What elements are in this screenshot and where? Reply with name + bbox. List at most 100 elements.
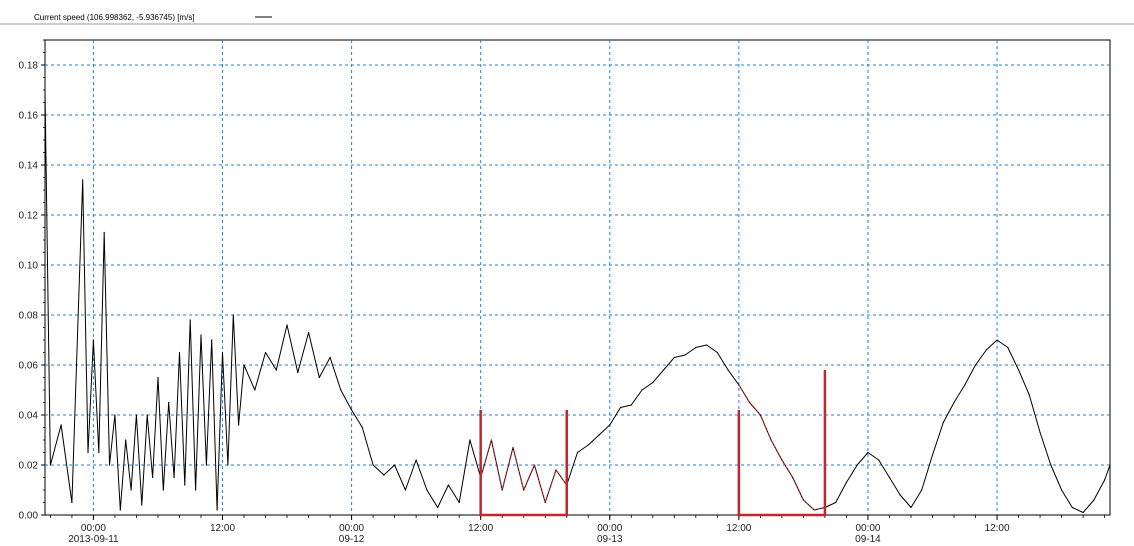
data-point bbox=[98, 451, 100, 454]
data-point bbox=[609, 424, 611, 426]
data-point bbox=[749, 401, 751, 404]
data-point bbox=[211, 339, 213, 341]
data-point bbox=[1104, 479, 1106, 481]
data-point bbox=[974, 364, 977, 366]
data-point bbox=[87, 451, 89, 454]
x-tick-label-date: 09-13 bbox=[597, 534, 623, 545]
plot-frame bbox=[44, 39, 1111, 516]
grid bbox=[45, 40, 1110, 515]
data-point bbox=[1071, 506, 1073, 509]
data-point bbox=[964, 384, 966, 386]
data-point bbox=[469, 439, 471, 441]
highlighted-series-segment bbox=[738, 384, 826, 511]
data-point bbox=[1109, 464, 1111, 466]
data-point bbox=[544, 501, 546, 504]
data-point bbox=[60, 424, 62, 426]
data-point bbox=[727, 369, 729, 371]
y-tick-label: 0.00 bbox=[19, 511, 39, 522]
data-point bbox=[910, 506, 912, 509]
data-point bbox=[130, 489, 132, 491]
x-tick-label-time: 00:00 bbox=[855, 523, 880, 534]
data-point bbox=[996, 339, 998, 341]
data-point bbox=[781, 459, 783, 461]
data-point bbox=[404, 489, 406, 491]
data-point bbox=[71, 501, 73, 504]
data-point bbox=[361, 426, 363, 429]
y-tick-label: 0.06 bbox=[19, 361, 39, 372]
data-point bbox=[641, 389, 643, 391]
x-tick-label-time: 00:00 bbox=[81, 523, 106, 534]
x-tick-label-date: 09-12 bbox=[339, 534, 365, 545]
data-point bbox=[232, 314, 234, 316]
data-point bbox=[125, 439, 127, 441]
data-point bbox=[437, 506, 439, 509]
data-point bbox=[447, 484, 450, 486]
highlight-box bbox=[737, 370, 827, 517]
data-point bbox=[372, 464, 374, 466]
data-point bbox=[619, 406, 622, 409]
data-point bbox=[1017, 369, 1020, 371]
series-layer bbox=[44, 89, 1111, 514]
data-point bbox=[1082, 511, 1084, 514]
x-tick-label-time: 12:00 bbox=[985, 523, 1010, 534]
x-tick-label-time: 00:00 bbox=[339, 523, 364, 534]
x-tick-label-time: 12:00 bbox=[210, 523, 235, 534]
data-point bbox=[205, 464, 207, 466]
data-point bbox=[227, 464, 229, 466]
data-point bbox=[835, 501, 837, 504]
data-point bbox=[652, 381, 654, 384]
highlight-box bbox=[479, 410, 568, 517]
data-point bbox=[630, 404, 632, 406]
data-point bbox=[931, 454, 934, 456]
data-point bbox=[162, 489, 164, 491]
data-point bbox=[350, 409, 353, 411]
data-point bbox=[953, 401, 955, 404]
data-point bbox=[888, 476, 891, 479]
data-point bbox=[264, 351, 267, 354]
data-point bbox=[845, 481, 848, 484]
y-tick-label: 0.04 bbox=[19, 411, 39, 422]
data-point bbox=[195, 489, 197, 491]
data-point bbox=[899, 494, 901, 496]
y-tick-label: 0.10 bbox=[19, 261, 39, 272]
data-point bbox=[178, 351, 181, 354]
data-point bbox=[119, 509, 121, 511]
y-tick-label: 0.12 bbox=[19, 211, 39, 222]
x-tick-label-time: 12:00 bbox=[726, 523, 751, 534]
data-point bbox=[200, 334, 202, 336]
data-point bbox=[867, 451, 869, 454]
data-point bbox=[942, 421, 944, 424]
data-point bbox=[415, 459, 417, 461]
data-point bbox=[598, 434, 600, 436]
x-tick-label-date: 2013-09-11 bbox=[68, 534, 119, 545]
data-point bbox=[114, 414, 116, 416]
data-point bbox=[383, 474, 385, 476]
y-tick-label: 0.16 bbox=[19, 111, 39, 122]
data-point bbox=[587, 444, 589, 446]
y-axis: 0.00 0.02 0.04 0.06 0.08 0.10 0.12 0.14 0.16 0.18 bbox=[19, 39, 45, 522]
data-point bbox=[1007, 346, 1009, 349]
legend-label: Current speed (106.998362, -5.936745) [m… bbox=[34, 13, 195, 22]
data-point bbox=[523, 489, 525, 491]
legend: Current speed (106.998362, -5.936745) [m… bbox=[34, 13, 272, 22]
series-line bbox=[44, 89, 1111, 513]
data-point bbox=[1039, 431, 1041, 434]
data-point bbox=[286, 324, 288, 326]
data-point bbox=[878, 459, 880, 461]
y-tick-label: 0.02 bbox=[19, 461, 39, 472]
highlight-layer bbox=[479, 370, 827, 517]
data-point bbox=[576, 451, 579, 454]
data-point bbox=[173, 476, 175, 479]
data-point bbox=[297, 371, 299, 374]
data-point bbox=[216, 509, 218, 511]
data-point bbox=[146, 414, 148, 416]
data-point bbox=[243, 364, 245, 366]
data-point bbox=[1093, 499, 1095, 501]
data-point bbox=[716, 351, 718, 354]
data-point bbox=[1060, 489, 1063, 491]
y-tick-label: 0.08 bbox=[19, 311, 39, 322]
highlighted-series-segment bbox=[480, 439, 568, 505]
data-point bbox=[92, 339, 95, 341]
